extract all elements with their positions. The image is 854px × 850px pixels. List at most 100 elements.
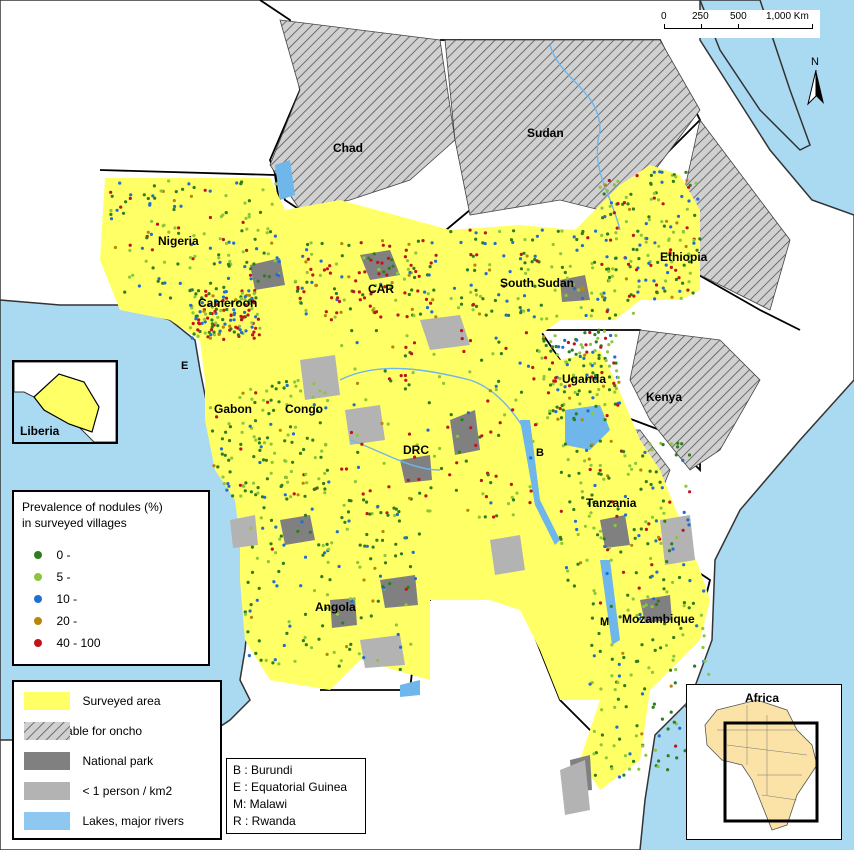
village-point (216, 324, 220, 328)
village-point (460, 296, 464, 300)
village-point (669, 442, 674, 446)
village-point (224, 194, 228, 198)
village-point (653, 241, 657, 245)
village-point (528, 501, 532, 505)
village-point (471, 254, 475, 258)
village-point (310, 507, 314, 511)
village-point (650, 605, 654, 609)
village-point (682, 604, 686, 608)
village-point (596, 336, 600, 340)
village-point (642, 604, 646, 609)
village-point (212, 464, 216, 468)
village-point (599, 743, 603, 747)
village-point (252, 330, 256, 334)
village-point (682, 563, 686, 567)
village-point (426, 509, 430, 513)
village-point (206, 335, 210, 339)
village-point (638, 612, 642, 617)
village-point (214, 287, 218, 291)
village-point (609, 604, 613, 609)
village-point (279, 534, 283, 538)
village-point (661, 443, 665, 447)
village-point (615, 369, 619, 373)
village-point (301, 481, 305, 485)
village-point (266, 560, 270, 564)
village-point (228, 470, 232, 474)
village-point (152, 184, 156, 188)
village-point (221, 325, 225, 329)
village-point (302, 447, 306, 452)
village-point (261, 526, 265, 530)
village-point (340, 467, 344, 471)
village-point (606, 232, 610, 236)
area-legend-label-3: < 1 person / km2 (82, 784, 173, 798)
north-arrow: N (806, 56, 826, 106)
village-point (622, 450, 626, 454)
village-point (449, 296, 453, 301)
village-point (454, 488, 458, 492)
village-point (650, 670, 655, 675)
village-point (238, 328, 242, 332)
village-point (311, 273, 315, 277)
village-point (388, 244, 392, 248)
village-point (266, 400, 270, 404)
village-point (676, 214, 681, 218)
village-point (610, 767, 614, 771)
village-point (612, 381, 616, 385)
village-point (362, 256, 366, 260)
village-point (198, 329, 202, 334)
village-point (258, 326, 262, 330)
village-point (323, 487, 327, 491)
village-point (274, 525, 278, 529)
village-point (548, 409, 552, 413)
village-point (272, 580, 276, 584)
village-point (323, 314, 327, 318)
village-point (612, 183, 616, 187)
village-point (656, 198, 661, 202)
village-point (675, 756, 679, 760)
village-point (693, 213, 697, 217)
village-point (181, 187, 185, 191)
village-point (611, 500, 615, 504)
village-point (572, 416, 576, 420)
village-point (335, 311, 339, 315)
village-point (605, 255, 609, 259)
village-point (574, 352, 578, 356)
village-point (503, 413, 507, 417)
village-point (394, 623, 398, 627)
scale-tick-250 (701, 24, 702, 29)
village-point (269, 398, 273, 402)
village-point (227, 439, 232, 443)
village-point (301, 639, 305, 643)
village-point (555, 353, 559, 357)
village-point (286, 480, 290, 484)
village-point (594, 340, 598, 344)
village-point (172, 199, 176, 203)
village-point (652, 196, 656, 200)
village-point (221, 298, 225, 303)
village-point (566, 569, 570, 573)
village-point (531, 238, 535, 242)
village-point (403, 291, 407, 295)
village-point (548, 383, 553, 387)
village-point (300, 286, 304, 290)
village-point (399, 645, 403, 649)
village-point (296, 378, 300, 383)
village-point (605, 309, 609, 314)
village-point (294, 384, 298, 388)
village-point (675, 535, 679, 540)
village-point (511, 240, 515, 244)
village-point (657, 535, 661, 539)
village-point (691, 291, 695, 295)
village-point (490, 309, 494, 313)
village-point (247, 308, 251, 312)
village-point (477, 312, 482, 316)
village-point (636, 290, 640, 294)
village-point (285, 383, 289, 388)
low-density-swatch (24, 782, 70, 800)
village-point (672, 635, 676, 640)
village-point (232, 308, 236, 312)
village-point (615, 514, 619, 519)
village-point (550, 345, 555, 349)
village-point (580, 244, 585, 248)
